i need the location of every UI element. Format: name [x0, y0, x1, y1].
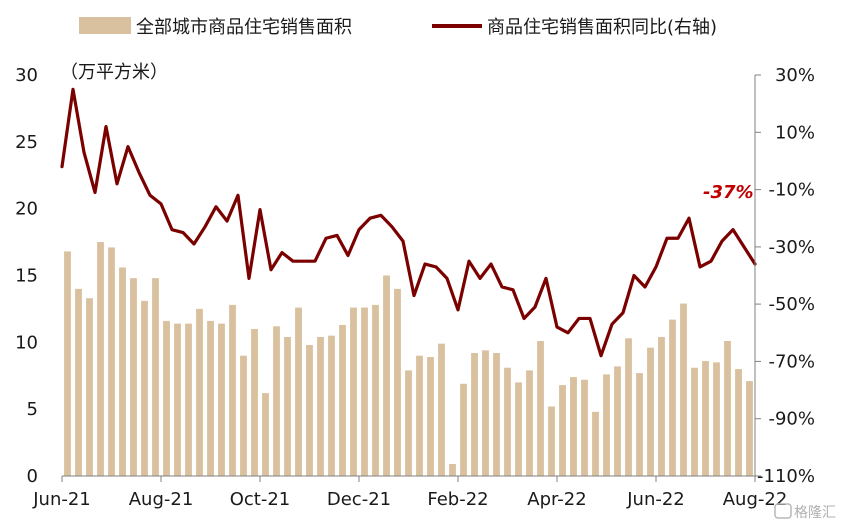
x-tick-label: Oct-21	[230, 489, 291, 510]
legend-line-label: 商品住宅销售面积同比(右轴)	[487, 17, 717, 38]
bar	[603, 374, 610, 476]
legend-bar-swatch	[79, 17, 131, 34]
bar	[559, 385, 566, 476]
bar	[317, 337, 324, 476]
bar	[251, 329, 258, 476]
right-tick-label: -90%	[768, 409, 815, 430]
x-tick-label: Dec-21	[327, 489, 391, 510]
bar	[75, 289, 82, 476]
bar	[361, 308, 368, 476]
bar	[185, 324, 192, 476]
bar	[581, 380, 588, 476]
bar	[350, 308, 357, 476]
bar	[372, 305, 379, 476]
bar	[735, 369, 742, 476]
bar	[416, 356, 423, 476]
bar	[218, 324, 225, 476]
legend-bar-label: 全部城市商品住宅销售面积	[136, 17, 352, 38]
x-tick-label: Aug-22	[723, 489, 788, 510]
x-tick-label: Feb-22	[427, 489, 488, 510]
bar	[141, 301, 148, 476]
bar	[306, 345, 313, 476]
bar	[273, 326, 280, 476]
bar	[174, 324, 181, 476]
x-tick-label: Jun-22	[626, 489, 685, 510]
bar	[724, 341, 731, 476]
bar	[548, 406, 555, 476]
bar	[537, 341, 544, 476]
bar	[262, 393, 269, 476]
x-tick-label: Aug-21	[129, 489, 194, 510]
bar	[526, 370, 533, 476]
bar	[383, 276, 390, 477]
watermark-text: 格隆汇	[794, 505, 836, 521]
right-tick-label: -10%	[768, 180, 815, 201]
bar	[636, 373, 643, 476]
bar	[196, 309, 203, 476]
bar	[460, 384, 467, 476]
bar	[229, 305, 236, 476]
bar	[86, 298, 93, 476]
bar	[449, 464, 456, 476]
bar	[108, 247, 115, 476]
legend: 全部城市商品住宅销售面积 商品住宅销售面积同比(右轴)	[79, 17, 717, 38]
bar	[592, 412, 599, 476]
right-tick-label: 10%	[775, 122, 815, 143]
right-tick-label: -110%	[757, 466, 815, 487]
bar	[625, 338, 632, 476]
bar	[647, 348, 654, 476]
bar	[570, 377, 577, 476]
bar	[669, 320, 676, 476]
right-tick-label: -50%	[768, 294, 815, 315]
bar	[515, 382, 522, 476]
x-tick-label: Jun-21	[32, 489, 91, 510]
bar	[240, 356, 247, 476]
bar	[284, 337, 291, 476]
left-tick-label: 20	[15, 199, 38, 220]
bar	[163, 321, 170, 476]
left-tick-label: 15	[15, 266, 38, 287]
bar	[702, 361, 709, 476]
bar	[691, 368, 698, 476]
bar	[614, 366, 621, 476]
yoy-line	[62, 89, 755, 355]
left-tick-label: 30	[15, 65, 38, 86]
left-tick-label: 5	[27, 399, 38, 420]
bar	[64, 251, 71, 476]
bar	[482, 350, 489, 476]
x-tick-label: Apr-22	[527, 489, 586, 510]
right-tick-label: -70%	[768, 351, 815, 372]
bar	[427, 357, 434, 476]
line-series	[62, 89, 755, 355]
bar	[471, 353, 478, 476]
bar	[97, 242, 104, 476]
bar	[405, 370, 412, 476]
left-tick-label: 25	[15, 132, 38, 153]
bar	[295, 308, 302, 476]
left-tick-label: 10	[15, 332, 38, 353]
bar	[119, 267, 126, 476]
left-tick-label: 0	[27, 466, 38, 487]
bar	[713, 362, 720, 476]
bar	[328, 336, 335, 476]
bar	[339, 325, 346, 476]
bar	[394, 289, 401, 476]
left-axis-unit: （万平方米）	[60, 62, 168, 83]
bar	[658, 337, 665, 476]
bar	[152, 278, 159, 476]
latest-yoy-annotation: -37%	[703, 182, 754, 203]
bar	[504, 368, 511, 476]
right-tick-label: 30%	[775, 65, 815, 86]
right-tick-label: -30%	[768, 237, 815, 258]
bar	[207, 321, 214, 476]
bar	[746, 381, 753, 476]
bar	[130, 278, 137, 476]
bar	[493, 353, 500, 476]
bar	[438, 344, 445, 476]
bar	[680, 304, 687, 476]
